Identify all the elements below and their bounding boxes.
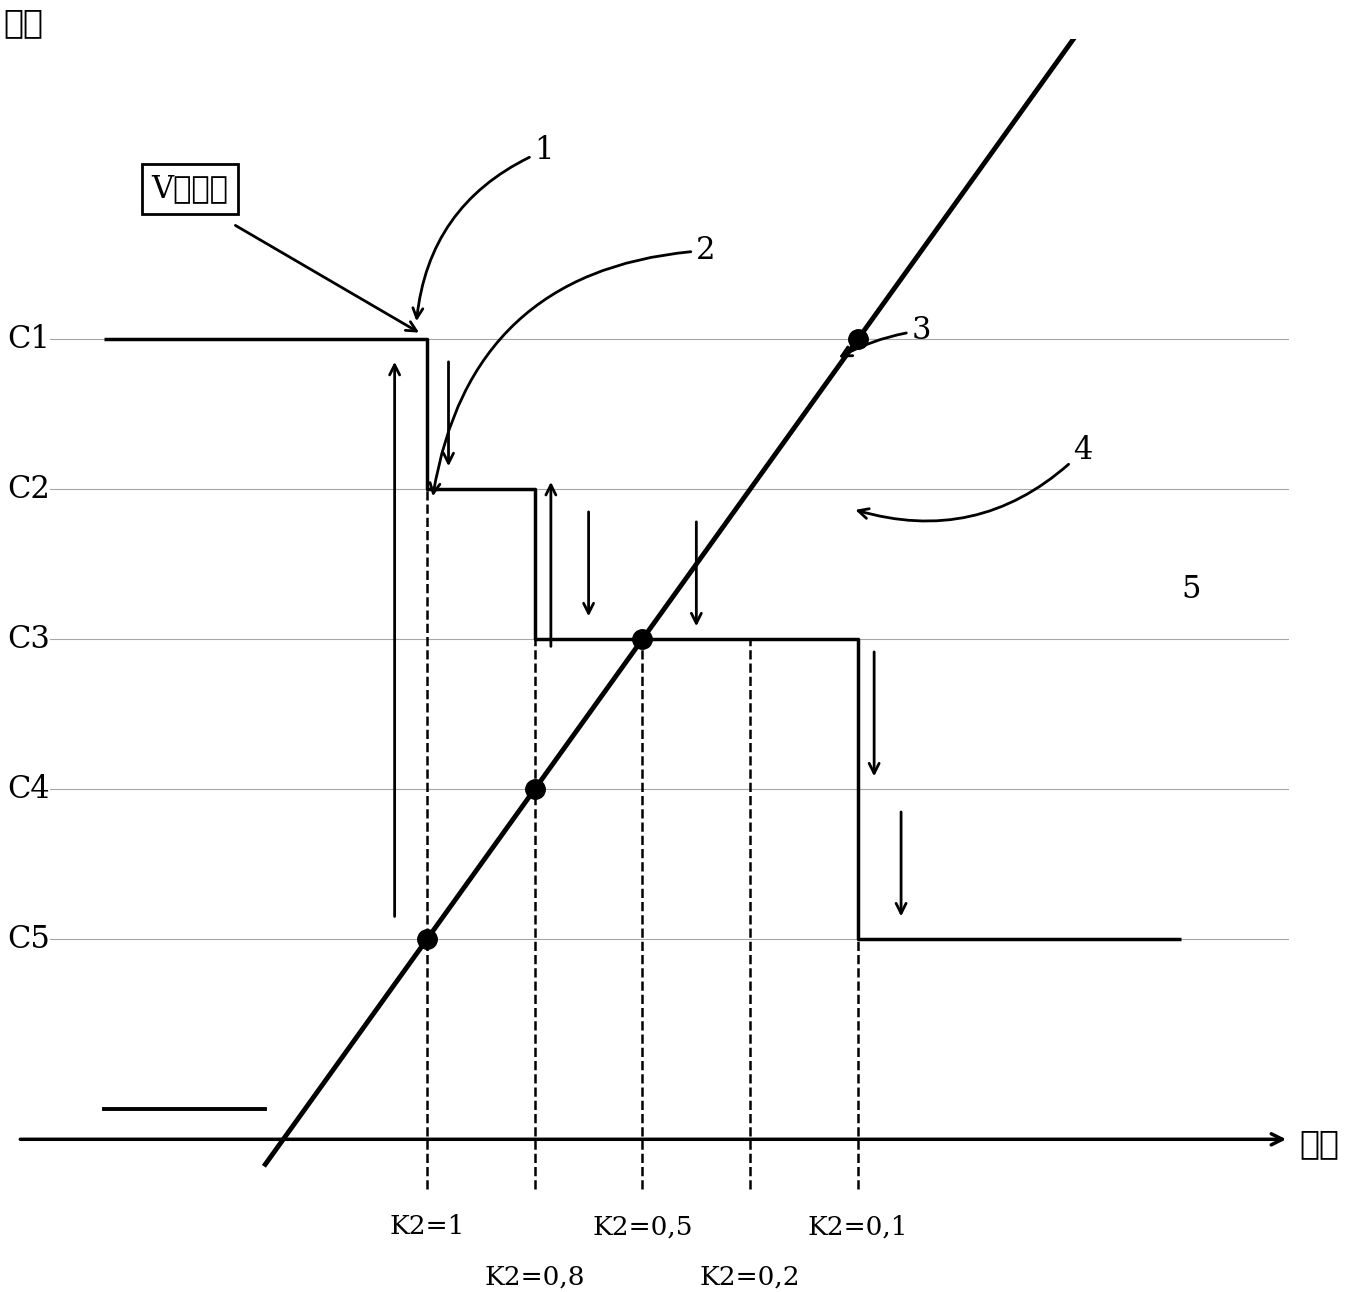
Text: 1: 1 — [413, 134, 554, 318]
Text: C2: C2 — [7, 474, 50, 505]
Text: C4: C4 — [7, 774, 50, 805]
Text: 2: 2 — [430, 235, 716, 494]
Text: K2=0,2: K2=0,2 — [699, 1265, 800, 1289]
Text: C3: C3 — [7, 624, 50, 655]
Text: 扭矩: 扭矩 — [3, 6, 43, 39]
Text: C5: C5 — [7, 924, 50, 955]
Text: C1: C1 — [7, 323, 50, 354]
Text: K2=1: K2=1 — [389, 1214, 464, 1239]
Text: K2=0,8: K2=0,8 — [484, 1265, 585, 1289]
Text: 3: 3 — [842, 315, 931, 357]
Text: 时间: 时间 — [1299, 1128, 1340, 1160]
Text: 5: 5 — [1181, 574, 1201, 605]
Text: V设定点: V设定点 — [152, 173, 229, 204]
Text: 4: 4 — [858, 435, 1092, 521]
Text: K2=0,1: K2=0,1 — [808, 1214, 908, 1239]
Text: K2=0,5: K2=0,5 — [592, 1214, 693, 1239]
